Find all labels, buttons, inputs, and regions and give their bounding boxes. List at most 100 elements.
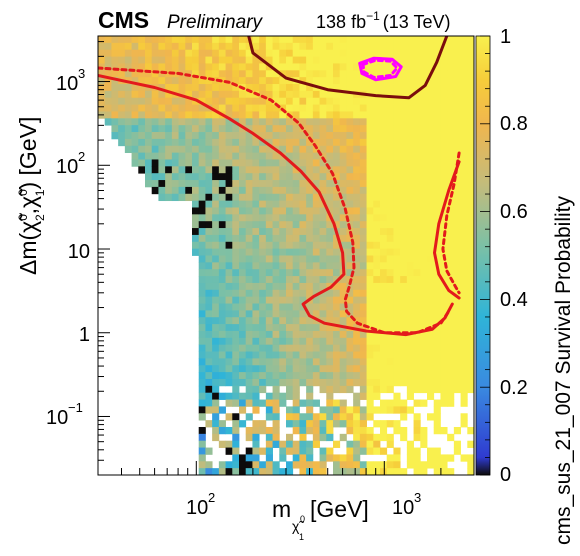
heatmap-cell [185, 77, 193, 85]
heatmap-cell [279, 234, 287, 243]
heatmap-cell [178, 159, 186, 167]
heatmap-cell [239, 303, 247, 311]
heatmap-cell [286, 365, 294, 373]
heatmap-cell [467, 193, 474, 202]
heatmap-cell [306, 447, 314, 455]
heatmap-cell [212, 365, 220, 373]
heatmap-cell [111, 118, 119, 126]
heatmap-cell [225, 125, 233, 133]
heatmap-cell [427, 200, 435, 208]
heatmap-cell [252, 330, 260, 339]
heatmap-cell [312, 42, 320, 51]
heatmap-cell [346, 173, 354, 181]
heatmap-cell [145, 77, 153, 85]
heatmap-cell [286, 118, 294, 126]
heatmap-cell [440, 282, 448, 291]
heatmap-cell [359, 56, 367, 64]
heatmap-cell [420, 63, 428, 71]
heatmap-cell [386, 378, 394, 387]
heatmap-cell [359, 385, 367, 394]
heatmap-cell [433, 248, 441, 256]
heatmap-cell [339, 276, 347, 284]
heatmap-cell [400, 234, 408, 243]
heatmap-cell [198, 317, 206, 325]
heatmap-cell [366, 111, 374, 119]
heatmap-cell [380, 152, 388, 160]
heatmap-cell [453, 330, 461, 339]
heatmap-cell [265, 104, 273, 112]
heatmap-cell [272, 104, 280, 112]
heatmap-cell [272, 262, 280, 270]
heatmap-cell [353, 330, 361, 339]
heatmap-cell [440, 337, 448, 346]
heatmap-cell [239, 378, 247, 387]
heatmap-cell [158, 166, 166, 174]
heatmap-cell [292, 344, 300, 352]
heatmap-cell [440, 132, 448, 140]
heatmap-cell [460, 378, 468, 387]
heatmap-cell [467, 303, 474, 311]
heatmap-cell [198, 351, 206, 359]
heatmap-cell [346, 104, 354, 112]
heatmap-cell [245, 378, 253, 387]
heatmap-cell [272, 241, 280, 250]
heatmap-cell [218, 337, 226, 346]
heatmap-cell [427, 207, 435, 215]
heatmap-cell [259, 330, 267, 339]
heatmap-cell [359, 49, 367, 57]
heatmap-cell [198, 262, 206, 270]
heatmap-cell [359, 413, 367, 421]
heatmap-cell [286, 296, 294, 304]
heatmap-cell [299, 159, 307, 167]
heatmap-cell [467, 358, 474, 366]
heatmap-cell [353, 152, 361, 160]
heatmap-cell [406, 378, 414, 387]
heatmap-cell [225, 351, 233, 359]
heatmap-cell [306, 77, 314, 85]
heatmap-cell [400, 282, 408, 291]
heatmap-cell [380, 372, 388, 380]
heatmap-cell [292, 234, 300, 243]
heatmap-cell [239, 145, 247, 154]
heatmap-cell [151, 90, 159, 99]
heatmap-cell [212, 317, 220, 325]
heatmap-cell [252, 228, 260, 236]
heatmap-cell [413, 330, 421, 339]
heatmap-cell [245, 118, 253, 126]
heatmap-cell [205, 468, 213, 475]
heatmap-cell [265, 138, 273, 147]
heatmap-cell [306, 125, 314, 133]
heatmap-cell [232, 392, 240, 400]
heatmap-cell [232, 269, 240, 277]
heatmap-cell [346, 440, 354, 448]
heatmap-cell [440, 426, 448, 435]
heatmap-cell [420, 289, 428, 298]
heatmap-cell [104, 36, 112, 44]
heatmap-cell [245, 276, 253, 284]
heatmap-cell [433, 276, 441, 284]
heatmap-cell [420, 42, 428, 51]
heatmap-cell [460, 125, 468, 133]
heatmap-cell [366, 310, 374, 318]
heatmap-cell [239, 193, 247, 202]
heatmap-cell [380, 104, 388, 112]
heatmap-cell [333, 234, 341, 243]
heatmap-cell [265, 296, 273, 304]
heatmap-cell [312, 426, 320, 435]
heatmap-cell [306, 255, 314, 263]
heatmap-cell [98, 77, 106, 85]
heatmap-cell [252, 241, 260, 250]
heatmap-cell [165, 118, 173, 126]
heatmap-cell [406, 296, 414, 304]
heatmap-cell [427, 180, 435, 188]
heatmap-cell [118, 84, 126, 92]
heatmap-cell [252, 337, 260, 346]
heatmap-cell [218, 344, 226, 352]
heatmap-cell [460, 70, 468, 78]
heatmap-cell [131, 132, 139, 140]
heatmap-cell [386, 97, 394, 105]
heatmap-cell [212, 385, 220, 394]
heatmap-cell [467, 152, 474, 160]
heatmap-cell [198, 56, 206, 64]
heatmap-cell [386, 262, 394, 270]
